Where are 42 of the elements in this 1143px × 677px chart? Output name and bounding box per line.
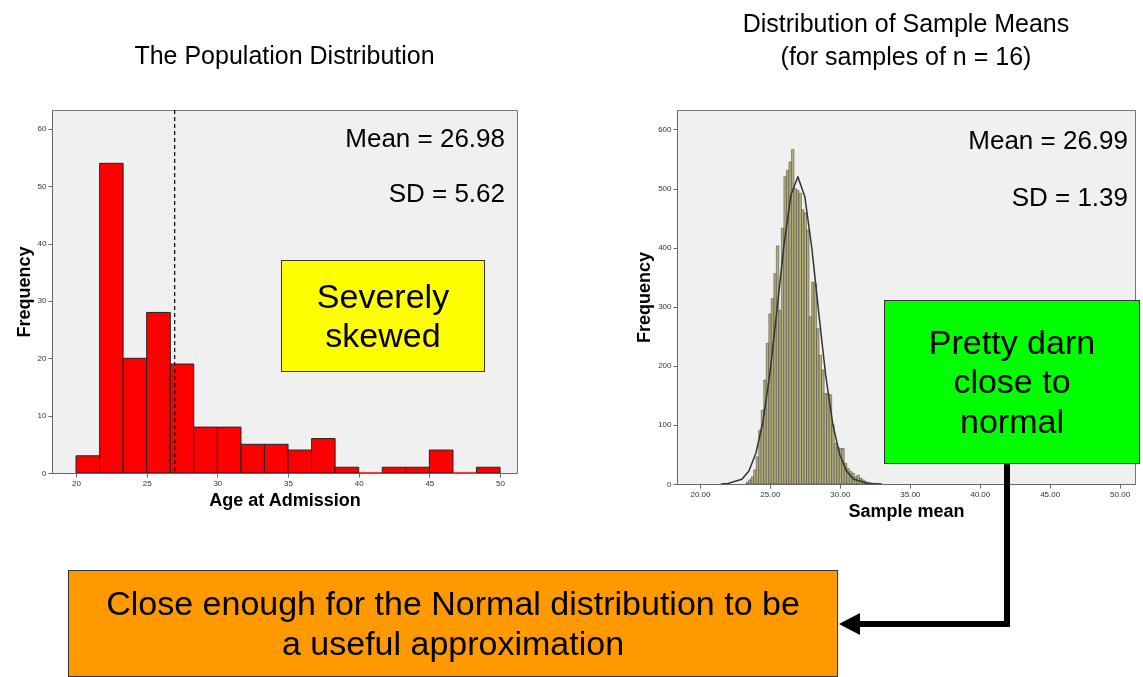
text: Close enough for the Normal distribution to be a useful approximation — [68, 570, 838, 677]
annotation: Pretty darn close to normal — [884, 300, 1140, 464]
y-tick-label: 600 — [658, 125, 673, 134]
x-tick-label: 30 — [213, 478, 223, 488]
x-tick-label: 50.00 — [1110, 489, 1131, 499]
chart-subtitle: (for samples of n = 16) — [780, 42, 1032, 70]
x-axis-title: Sample mean — [848, 500, 965, 521]
y-tick-label: 0 — [667, 479, 673, 489]
y-tick-label: 200 — [658, 361, 673, 371]
y-tick-label: 400 — [658, 243, 673, 253]
y-tick-label: 300 — [658, 302, 673, 312]
y-axis-title: Frequency — [13, 246, 34, 338]
x-tick-label: 30.00 — [830, 489, 851, 499]
y-tick-label: 30 — [37, 296, 48, 306]
annotation: SD = 1.39 — [1011, 182, 1128, 213]
y-tick-label: 10 — [37, 411, 48, 421]
x-tick-label: 50 — [496, 478, 506, 488]
annotation: Mean = 26.98 — [345, 123, 505, 154]
x-tick-label: 40.00 — [970, 489, 991, 499]
x-tick-label: 40 — [354, 478, 365, 488]
x-tick-label: 25 — [142, 478, 153, 488]
y-tick-label: 0 — [42, 468, 48, 478]
y-axis-title: Frequency — [634, 251, 655, 344]
y-tick-label: 100 — [658, 420, 673, 430]
y-tick-label: 40 — [37, 239, 48, 249]
x-tick-label: 20.00 — [690, 489, 711, 499]
x-tick-label: 25.00 — [760, 489, 781, 499]
annotation: Severely skewed — [281, 260, 485, 372]
y-tick-label: 60 — [37, 124, 48, 134]
x-tick-label: 20 — [72, 478, 82, 488]
x-tick-label: 35.00 — [900, 489, 921, 499]
x-tick-label: 45 — [425, 478, 435, 488]
annotation: SD = 5.62 — [388, 178, 505, 209]
chart-title: The Population Distribution — [134, 41, 435, 70]
x-tick-label: 45.00 — [1040, 489, 1061, 499]
x-tick-label: 35 — [284, 478, 294, 488]
x-axis-title: Age at Admission — [209, 489, 361, 510]
y-tick-label: 20 — [37, 353, 48, 363]
y-tick-label: 500 — [658, 184, 673, 194]
y-tick-label: 50 — [37, 181, 48, 191]
chart-title: Distribution of Sample Means — [742, 9, 1070, 37]
annotation: Mean = 26.99 — [968, 125, 1128, 156]
